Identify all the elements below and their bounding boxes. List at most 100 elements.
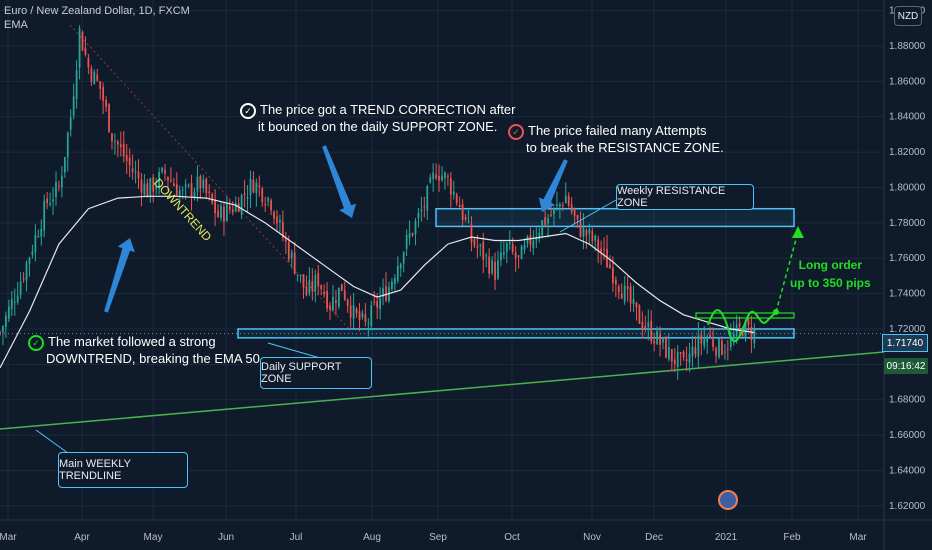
candle-body — [414, 220, 417, 235]
candle-body — [66, 132, 69, 158]
candle-body — [750, 326, 753, 340]
candle-body — [691, 346, 694, 357]
candle-body — [0, 332, 1, 334]
candle-body — [361, 312, 364, 318]
candle-body — [299, 274, 302, 276]
candle-body — [514, 252, 517, 259]
candle-body — [273, 211, 275, 219]
y-tick-label: 1.88000 — [889, 41, 926, 52]
current-price-label: 1.71740 — [882, 334, 928, 352]
candle-body — [373, 301, 376, 303]
candle-body — [632, 299, 635, 304]
candle-body — [529, 235, 532, 246]
candle-body — [19, 281, 22, 296]
x-tick-label: Nov — [583, 532, 601, 543]
candle-body — [105, 99, 107, 107]
candle-body — [55, 181, 57, 197]
candle-body — [564, 196, 567, 204]
candle-body — [255, 182, 258, 194]
candle-body — [715, 348, 717, 356]
check-circle-icon: ✓ — [28, 334, 44, 351]
candle-body — [329, 305, 331, 310]
support-zone-box[interactable]: Daily SUPPORT ZONE — [260, 357, 372, 389]
candle-body — [382, 288, 384, 297]
candle-body — [718, 338, 720, 358]
candle-body — [234, 203, 237, 212]
candle-body — [476, 246, 479, 248]
candle-body — [355, 308, 358, 314]
candle-body — [181, 189, 184, 191]
tradingview-logo-icon[interactable] — [718, 490, 738, 510]
candle-body — [391, 281, 393, 289]
candle-body — [455, 194, 458, 204]
candle-body — [131, 168, 134, 172]
candle-body — [517, 255, 520, 257]
candle-body — [467, 221, 470, 223]
trendline-box[interactable]: Main WEEKLY TRENDLINE — [58, 452, 188, 488]
candle-body — [305, 286, 308, 296]
candle-body — [523, 244, 526, 250]
candle-body — [84, 48, 87, 55]
y-tick-label: 1.74000 — [889, 289, 926, 300]
candle-body — [296, 274, 299, 276]
candle-body — [582, 226, 585, 237]
candle-body — [184, 184, 187, 187]
candle-body — [152, 177, 155, 192]
candle-body — [343, 290, 346, 300]
resistance-zone-box[interactable]: Weekly RESISTANCE ZONE — [616, 184, 754, 210]
candle-body — [668, 346, 670, 360]
candle-body — [326, 290, 328, 309]
candle-body — [28, 257, 31, 264]
x-tick-label: Sep — [429, 532, 447, 543]
candle-body — [249, 178, 252, 196]
candle-body — [40, 228, 43, 237]
candle-body — [102, 87, 105, 101]
candle-body — [170, 180, 172, 182]
candle-body — [75, 70, 78, 99]
candle-body — [673, 359, 676, 365]
candle-body — [609, 264, 611, 268]
candle-body — [314, 275, 317, 292]
candle-body — [732, 334, 735, 339]
currency-badge[interactable]: NZD — [894, 6, 922, 26]
symbol-title[interactable]: Euro / New Zealand Dollar, 1D, FXCM — [4, 5, 190, 17]
candle-body — [149, 178, 152, 198]
long-order-label: Long order up to 350 pips — [790, 256, 871, 292]
candle-body — [134, 171, 137, 173]
candle-body — [706, 336, 709, 343]
candle-body — [72, 96, 75, 116]
note-trend-correction-line1: The price got a TREND CORRECTION after — [260, 102, 516, 117]
candle-body — [491, 260, 493, 274]
candle-body — [700, 335, 703, 344]
candle-body — [264, 203, 267, 205]
candle-body — [614, 279, 617, 285]
y-tick-label: 1.84000 — [889, 112, 926, 123]
candle-body — [320, 285, 323, 289]
candle-body — [140, 179, 143, 193]
candle-body — [267, 197, 270, 202]
y-tick-label: 1.76000 — [889, 253, 926, 264]
ema-indicator-label[interactable]: EMA — [4, 19, 28, 31]
candle-body — [217, 210, 219, 217]
y-tick-label: 1.78000 — [889, 218, 926, 229]
candle-body — [576, 215, 579, 220]
candle-body — [685, 359, 688, 361]
candle-body — [128, 157, 131, 166]
candle-body — [626, 286, 629, 289]
candle-body — [458, 204, 461, 208]
candle-body — [579, 221, 582, 237]
candle-body — [641, 321, 644, 329]
candle-body — [308, 280, 311, 294]
candle-body — [37, 235, 40, 237]
candle-body — [396, 266, 399, 281]
blue-arrow-down — [322, 145, 357, 218]
candle-body — [116, 141, 119, 145]
candle-body — [114, 141, 116, 143]
resistance-zone — [435, 207, 795, 228]
candle-body — [252, 179, 255, 193]
x-tick-label: Oct — [504, 532, 520, 543]
candle-body — [111, 133, 113, 142]
candle-body — [279, 219, 281, 223]
candle-body — [10, 298, 13, 310]
